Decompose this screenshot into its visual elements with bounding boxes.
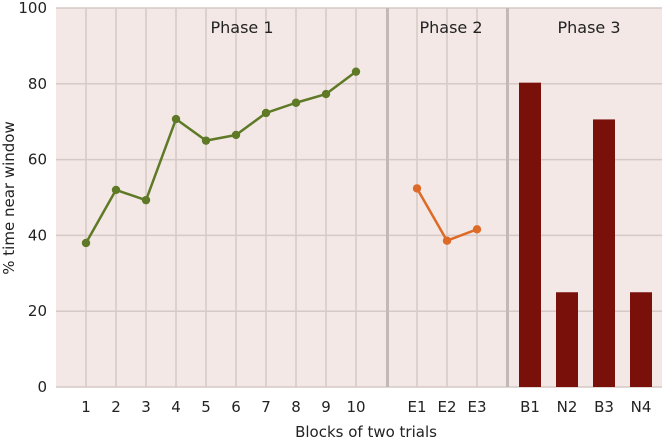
data-point: [201, 136, 211, 145]
data-point: [111, 185, 121, 195]
bar: [519, 82, 541, 388]
data-point: [472, 225, 482, 234]
labels: 0 20 40 60 80 100 Phase 1 1 2 3 4 5 6 7 8 9 10 Phase 2 E1 E…: [18, 0, 651, 416]
y-tick-label: 40: [28, 226, 47, 244]
x-tick-label: 7: [261, 398, 271, 416]
x-tick-label: E2: [437, 398, 456, 416]
phase-label: Phase 1: [210, 18, 273, 37]
y-tick-label: 60: [28, 151, 47, 169]
y-tick-label: 100: [18, 0, 47, 17]
x-tick-label: 2: [111, 398, 121, 416]
x-tick-label: 10: [346, 398, 365, 416]
data-point: [442, 236, 452, 245]
bar: [630, 292, 652, 387]
x-axis-title: Blocks of two trials: [295, 423, 437, 440]
y-axis-title: % time near window: [0, 121, 18, 274]
x-tick-label: E3: [467, 398, 486, 416]
data-point: [81, 238, 91, 248]
y-tick-label: 20: [28, 302, 47, 320]
data-point: [351, 67, 361, 76]
x-tick-label: 8: [291, 398, 301, 416]
series-line: [84, 70, 357, 244]
x-tick-label: 1: [81, 398, 91, 416]
data-point: [141, 195, 151, 205]
x-tick-label: N4: [631, 398, 652, 416]
x-tick-label: N2: [557, 398, 578, 416]
x-tick-label: E1: [407, 398, 426, 416]
bar: [593, 119, 615, 388]
x-tick-label: 4: [171, 398, 181, 416]
data-point: [231, 130, 241, 140]
y-tick-label: 0: [37, 378, 47, 396]
data-marks: [81, 67, 652, 388]
x-tick-label: 6: [231, 398, 241, 416]
data-point: [291, 98, 301, 107]
x-tick-label: B3: [594, 398, 614, 416]
y-tick-label: 80: [28, 75, 47, 93]
data-point: [171, 114, 181, 124]
phase-separators: [386, 8, 509, 387]
bar: [556, 292, 578, 387]
x-tick-label: 5: [201, 398, 211, 416]
phase-label: Phase 2: [419, 18, 482, 37]
grid-lines: [56, 7, 662, 388]
phase-label: Phase 3: [557, 18, 620, 37]
x-tick-label: 3: [141, 398, 151, 416]
x-tick-label: B1: [520, 398, 540, 416]
x-tick-label: 9: [321, 398, 331, 416]
data-point: [321, 89, 331, 99]
data-point: [261, 108, 271, 118]
data-point: [412, 184, 422, 193]
